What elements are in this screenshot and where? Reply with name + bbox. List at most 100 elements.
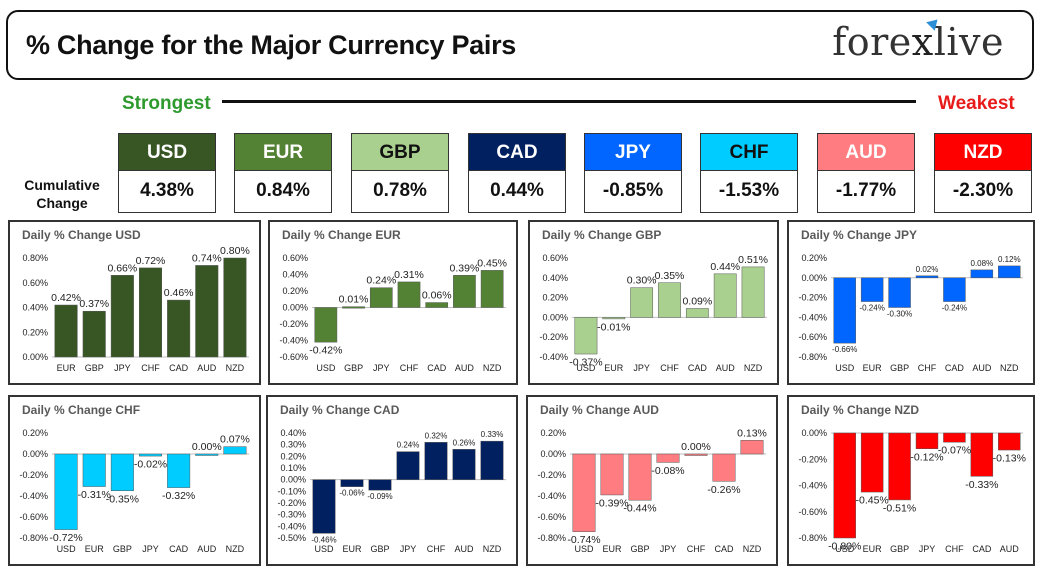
chart-title: Daily % Change EUR bbox=[282, 228, 401, 242]
bar-jpy bbox=[656, 453, 680, 463]
data-label: -0.30% bbox=[887, 310, 912, 319]
bar-gbp bbox=[110, 453, 134, 491]
data-label: -0.24% bbox=[942, 304, 967, 313]
y-tick-label: -0.60% bbox=[279, 352, 308, 362]
chart-panel-5: Daily % Change CHF 0.20% 0.00% -0.20% -0.40%… bbox=[8, 395, 261, 566]
data-label: 0.51% bbox=[738, 254, 768, 266]
strength-scale-line bbox=[222, 100, 916, 103]
x-tick-label: EUR bbox=[602, 544, 622, 554]
data-label: 0.72% bbox=[136, 255, 166, 267]
bar-nzd bbox=[223, 446, 247, 455]
data-label: -0.02% bbox=[134, 459, 167, 471]
x-tick-label: NZD bbox=[483, 363, 502, 373]
y-tick-label: -0.20% bbox=[798, 454, 827, 464]
bar-gbp bbox=[368, 479, 392, 491]
data-label: 0.30% bbox=[627, 275, 657, 287]
y-tick-label: -0.40% bbox=[798, 312, 827, 322]
x-tick-label: CHF bbox=[918, 363, 937, 373]
y-tick-label: -0.40% bbox=[539, 352, 568, 362]
x-tick-label: JPY bbox=[142, 544, 159, 554]
x-tick-label: JPY bbox=[633, 363, 650, 373]
data-label: 0.33% bbox=[481, 430, 504, 439]
bar-jpy bbox=[396, 451, 420, 480]
bar-gbp bbox=[888, 432, 911, 501]
y-tick-label: 0.00% bbox=[801, 428, 827, 438]
currency-card-gbp: GBP 0.78% bbox=[351, 133, 449, 213]
chart-panel-2: Daily % Change EUR 0.60% 0.40% 0.20% 0.00% -0… bbox=[268, 220, 518, 385]
bar-aud bbox=[195, 265, 219, 358]
data-label: 0.26% bbox=[453, 438, 476, 447]
currency-card-eur: EUR 0.84% bbox=[234, 133, 332, 213]
chart-title: Daily % Change GBP bbox=[542, 228, 661, 242]
currency-card-jpy: JPY -0.85% bbox=[584, 133, 682, 213]
bar-nzd bbox=[740, 440, 764, 455]
cumulative-value: -1.53% bbox=[700, 171, 798, 213]
data-label: -0.74% bbox=[567, 534, 600, 546]
bar-chart: Daily % Change CAD 0.40% 0.30%0.20% 0.10% 0.… bbox=[277, 403, 506, 554]
bar-jpy bbox=[138, 453, 163, 457]
y-tick-label: -0.60% bbox=[19, 512, 48, 522]
bar-aud bbox=[453, 275, 476, 308]
chart-panel-7: Daily % Change AUD 0.20% 0.00% -0.20% -0.40%… bbox=[526, 395, 778, 566]
y-tick-label: 0.00% bbox=[540, 449, 566, 459]
currency-name: EUR bbox=[234, 133, 332, 171]
y-tick-label: -0.80% bbox=[798, 533, 827, 543]
data-label: -0.01% bbox=[597, 321, 630, 333]
x-tick-label: GBP bbox=[890, 544, 909, 554]
currency-card-cad: CAD 0.44% bbox=[468, 133, 566, 213]
y-tick-label: -0.20% bbox=[19, 470, 48, 480]
currency-card-chf: CHF -1.53% bbox=[700, 133, 798, 213]
y-tick-label: 0.20% bbox=[542, 293, 568, 303]
x-tick-label: GBP bbox=[370, 544, 389, 554]
currency-card-aud: AUD -1.77% bbox=[817, 133, 915, 213]
data-label: 0.37% bbox=[79, 298, 109, 310]
bar-gbp bbox=[888, 277, 911, 308]
x-tick-label: JPY bbox=[660, 544, 677, 554]
x-tick-label: NZD bbox=[226, 544, 245, 554]
bar-aud bbox=[998, 432, 1021, 451]
data-label: 0.07% bbox=[220, 434, 250, 446]
data-label: -0.13% bbox=[993, 453, 1026, 465]
x-tick-label: AUD bbox=[197, 544, 217, 554]
y-tick-label: -0.30% bbox=[277, 510, 306, 520]
bar-jpy bbox=[369, 287, 393, 308]
x-tick-label: EUR bbox=[863, 363, 883, 373]
y-tick-label: 0.60% bbox=[22, 278, 48, 288]
x-tick-label: JPY bbox=[919, 544, 936, 554]
y-tick-label: 0.80% bbox=[22, 253, 48, 263]
bar-chart: Daily % Change GBP 0.60% 0.40% 0.20% 0.00% -0… bbox=[539, 228, 768, 373]
x-tick-label: USD bbox=[57, 544, 77, 554]
bar-chart: Daily % Change USD 0.80% 0.60% 0.40% 0.20% 0.… bbox=[22, 228, 250, 373]
data-label: 0.02% bbox=[916, 265, 939, 274]
bar-chf bbox=[658, 282, 681, 318]
data-label: 0.42% bbox=[51, 292, 81, 304]
data-label: -0.26% bbox=[707, 484, 740, 496]
x-tick-label: USD bbox=[835, 363, 855, 373]
y-tick-label: 0.60% bbox=[282, 253, 308, 263]
x-tick-label: AUD bbox=[197, 363, 217, 373]
y-tick-label: -0.60% bbox=[798, 332, 827, 342]
x-tick-label: CAD bbox=[714, 544, 734, 554]
chart-panel-3: Daily % Change GBP 0.60% 0.40% 0.20% 0.00% -0… bbox=[528, 220, 779, 385]
x-tick-label: USD bbox=[835, 544, 855, 554]
cumulative-value: 0.44% bbox=[468, 171, 566, 213]
x-tick-label: NZD bbox=[483, 544, 502, 554]
bar-chart: Daily % Change NZD 0.00% -0.20% -0.40% -0.60… bbox=[798, 403, 1026, 554]
y-tick-label: 0.00% bbox=[282, 303, 308, 313]
bar-cad bbox=[712, 453, 736, 482]
data-label: -0.33% bbox=[965, 479, 998, 491]
y-tick-label: -0.80% bbox=[19, 533, 48, 543]
y-tick-label: 0.40% bbox=[282, 270, 308, 280]
chart-title: Daily % Change AUD bbox=[540, 403, 659, 417]
weakest-label: Weakest bbox=[938, 93, 1015, 114]
x-tick-label: GBP bbox=[85, 363, 104, 373]
x-tick-label: GBP bbox=[630, 544, 649, 554]
x-tick-label: JPY bbox=[400, 544, 417, 554]
data-label: -0.32% bbox=[162, 490, 195, 502]
bar-aud bbox=[970, 269, 994, 279]
chart-title: Daily % Change USD bbox=[22, 228, 141, 242]
data-label: -0.46% bbox=[311, 535, 336, 544]
bar-chf bbox=[138, 267, 163, 358]
y-tick-label: 0.20% bbox=[280, 451, 306, 461]
cumulative-value: -0.85% bbox=[584, 171, 682, 213]
